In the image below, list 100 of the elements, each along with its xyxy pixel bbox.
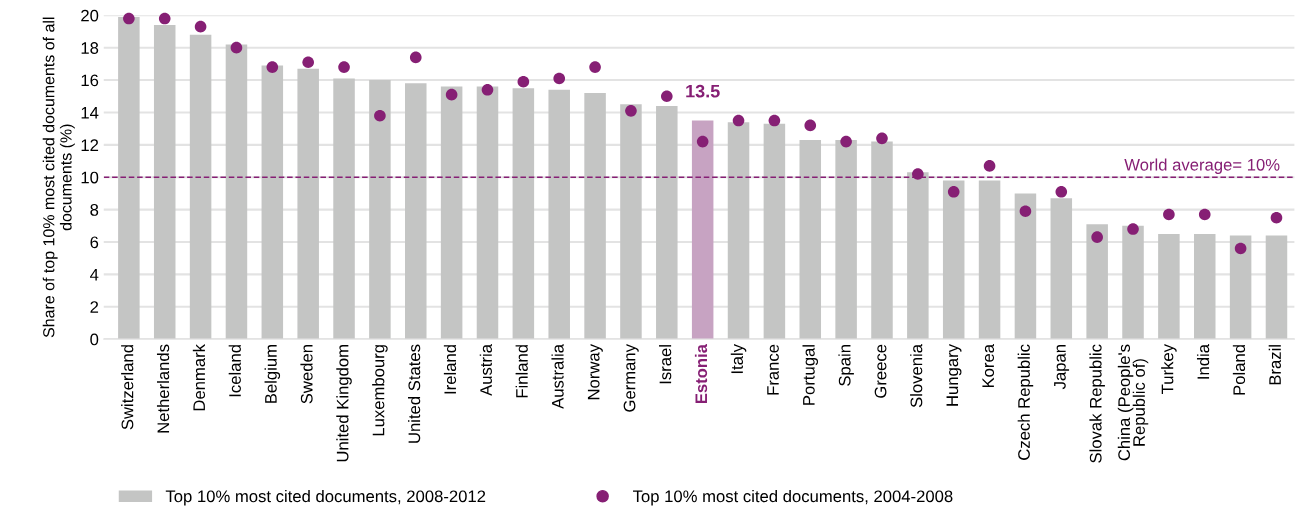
point xyxy=(517,75,530,88)
point xyxy=(589,61,601,73)
x-tick-label: Italy xyxy=(730,344,747,374)
x-tick-label: India xyxy=(1196,344,1210,379)
point xyxy=(374,109,386,122)
point xyxy=(947,185,960,198)
point xyxy=(338,61,350,73)
point xyxy=(302,56,314,69)
bar xyxy=(620,104,642,340)
bar xyxy=(548,89,570,340)
x-tick-label: Turkey xyxy=(1161,344,1177,394)
point xyxy=(1091,231,1103,243)
point xyxy=(625,105,637,117)
bar xyxy=(584,93,606,340)
bar xyxy=(369,80,391,340)
x-tick-label: Greece xyxy=(874,344,887,398)
x-tick-label: Denmark xyxy=(192,343,206,411)
point xyxy=(158,12,171,25)
x-tick-label: Spain xyxy=(838,345,854,386)
point xyxy=(1234,242,1247,255)
bar xyxy=(189,34,212,340)
legend-label: Top 10% most cited documents, 2004-2008 xyxy=(633,489,953,506)
y-tick-label: 16 xyxy=(81,74,99,87)
point xyxy=(266,61,279,73)
point xyxy=(1019,205,1032,218)
bar xyxy=(476,86,499,340)
x-tick-label: Slovak Republic xyxy=(1089,344,1105,463)
point xyxy=(1127,223,1139,235)
x-tick-label: Hungary xyxy=(946,344,962,406)
y-tick-label: 6 xyxy=(90,236,99,249)
point xyxy=(696,135,709,148)
bar xyxy=(907,172,929,340)
x-tick-label: Belgium xyxy=(264,345,281,403)
bar xyxy=(1086,224,1108,340)
point xyxy=(732,114,745,127)
bar xyxy=(691,120,714,340)
bar xyxy=(978,180,1001,340)
x-tick-label: Norway xyxy=(587,344,603,400)
bar xyxy=(440,86,463,340)
y-tick-label: 18 xyxy=(81,42,99,54)
point xyxy=(409,51,422,64)
x-tick-label: Ireland xyxy=(443,345,457,394)
x-tick-label: Finland xyxy=(515,345,528,398)
point xyxy=(230,41,243,54)
x-tick-label: Sweden xyxy=(300,345,313,404)
y-tick-label: 20 xyxy=(81,9,99,22)
bar xyxy=(1122,225,1144,340)
x-tick-label: China (People's Republic of) xyxy=(1117,344,1149,461)
x-tick-label: United States xyxy=(408,344,421,443)
bar xyxy=(405,83,427,340)
point xyxy=(553,72,566,85)
bar xyxy=(261,65,284,340)
bar xyxy=(727,122,750,340)
bar xyxy=(225,44,248,340)
x-tick-label: Portugal xyxy=(802,345,819,405)
x-tick-label: Israel xyxy=(659,345,672,384)
x-tick-label: Korea xyxy=(982,344,995,388)
y-tick-label: 10 xyxy=(81,171,99,184)
point xyxy=(1198,208,1211,221)
point xyxy=(840,135,852,148)
bar xyxy=(1158,233,1180,340)
x-tick-label: Czech Republic xyxy=(1017,344,1034,460)
x-tick-label: Slovenia xyxy=(910,344,923,408)
x-tick-label: France xyxy=(767,344,779,395)
y-axis-title: Share of top 10% most cited documents of all documents (%) xyxy=(42,17,75,338)
point xyxy=(194,20,207,33)
point xyxy=(1270,211,1283,224)
point xyxy=(481,83,494,96)
point xyxy=(1055,185,1068,198)
x-tick-label: Luxembourg xyxy=(372,345,388,436)
y-tick-label: 4 xyxy=(90,268,99,281)
x-tick-label: Iceland xyxy=(228,345,241,397)
bar xyxy=(1229,235,1252,340)
bar xyxy=(871,141,893,340)
point xyxy=(445,88,458,101)
point xyxy=(983,160,996,172)
x-tick-label: United Kingdom xyxy=(336,345,352,462)
x-tick-label: Netherlands xyxy=(156,344,170,433)
y-tick-label: 2 xyxy=(90,301,99,313)
x-tick-label: Japan xyxy=(1054,345,1070,390)
y-tick-label: 14 xyxy=(81,107,99,119)
x-tick-label: Poland xyxy=(1232,345,1246,395)
x-tick-label: Brazil xyxy=(1268,345,1281,385)
x-tick-label: Austria xyxy=(479,344,492,396)
bar xyxy=(333,78,355,340)
point xyxy=(1163,208,1175,221)
bar xyxy=(118,16,140,340)
point xyxy=(123,12,135,25)
bar xyxy=(799,139,822,340)
point xyxy=(804,119,817,132)
bar xyxy=(1193,233,1216,340)
bar xyxy=(1050,198,1073,340)
x-tick-label: Australia xyxy=(551,344,564,409)
point xyxy=(876,132,888,145)
point xyxy=(661,90,673,103)
bar xyxy=(942,180,965,340)
bar xyxy=(512,88,535,340)
bar xyxy=(297,68,319,340)
point xyxy=(912,168,924,180)
bar xyxy=(656,105,678,340)
